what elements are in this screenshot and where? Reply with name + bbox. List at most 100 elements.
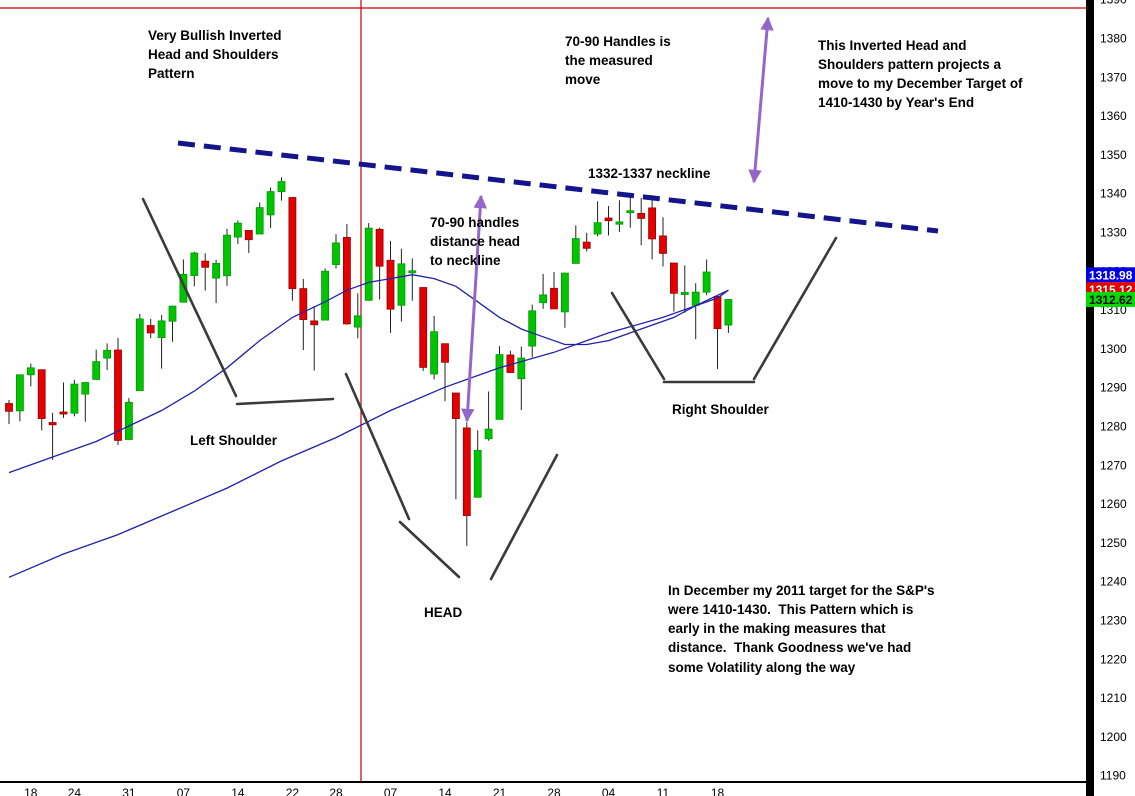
price-tag bbox=[1086, 267, 1135, 283]
annotation-handles-distance: 70-90 handles distance head to neckline bbox=[430, 215, 521, 269]
candle-body bbox=[135, 318, 144, 392]
y-tick-label: 1300 bbox=[1100, 342, 1127, 356]
candle-body bbox=[441, 343, 449, 363]
candle-body bbox=[364, 227, 373, 301]
price-tag-label: 1312.62 bbox=[1089, 293, 1133, 307]
candle-body bbox=[561, 272, 569, 313]
y-tick-label: 1210 bbox=[1100, 691, 1127, 705]
y-tick-label: 1270 bbox=[1100, 458, 1127, 472]
candle-body bbox=[5, 403, 13, 412]
candle-body bbox=[648, 207, 656, 240]
neckline-dashed-line bbox=[177, 140, 939, 234]
x-tick-label: 22 bbox=[286, 786, 300, 796]
annotation-head: HEAD bbox=[424, 605, 463, 620]
y-tick-label: 1280 bbox=[1100, 420, 1127, 434]
y-tick-label: 1340 bbox=[1100, 187, 1127, 201]
candle-body bbox=[550, 287, 558, 310]
x-tick-label: 21 bbox=[493, 786, 507, 796]
candle-body bbox=[146, 325, 155, 334]
candle-body bbox=[670, 262, 678, 294]
candle-body bbox=[462, 427, 471, 516]
x-tick-label: 31 bbox=[122, 786, 136, 796]
candle-body bbox=[582, 241, 591, 249]
candle-body bbox=[190, 252, 199, 276]
head-left-upper-line bbox=[344, 372, 411, 521]
candle-body bbox=[353, 315, 362, 328]
y-tick-label: 1390 bbox=[1100, 0, 1127, 7]
y-tick-label: 1230 bbox=[1100, 614, 1127, 628]
x-tick-label: 18 bbox=[711, 786, 725, 796]
fast-ma-line bbox=[8, 274, 729, 474]
y-tick-label: 1380 bbox=[1100, 32, 1127, 46]
annotation-very-bullish: Very Bullish Inverted Head and Shoulders… bbox=[148, 28, 282, 82]
annotation-projection: This Inverted Head and Shoulders pattern… bbox=[818, 38, 1023, 111]
candle-body bbox=[103, 349, 111, 359]
candle-body bbox=[255, 207, 264, 235]
annotation-measured-move: 70-90 Handles is the measured move bbox=[565, 34, 671, 88]
candle-body bbox=[26, 367, 35, 376]
annotation-right-shoulder: Right Shoulder bbox=[672, 402, 769, 417]
candle-body bbox=[342, 236, 351, 325]
pattern-trendlines bbox=[141, 197, 838, 581]
candle-body bbox=[375, 228, 384, 267]
measured-move-arrow-projection bbox=[748, 16, 774, 184]
candle-body bbox=[659, 235, 667, 254]
candle-body bbox=[92, 361, 101, 380]
axis-labels-layer: 1390138013701360135013401330132013101300… bbox=[24, 0, 1135, 796]
candle-body bbox=[473, 449, 482, 498]
annotation-neckline-label: 1332-1337 neckline bbox=[588, 166, 711, 181]
annotation-december-note: In December my 2011 target for the S&P's… bbox=[668, 583, 935, 675]
slow-ma-line bbox=[8, 289, 729, 578]
candle-body bbox=[386, 259, 395, 310]
x-tick-label: 14 bbox=[231, 786, 245, 796]
x-tick-label: 14 bbox=[438, 786, 452, 796]
candle-body bbox=[157, 320, 166, 338]
candle-body bbox=[59, 411, 68, 415]
candle-body bbox=[484, 428, 493, 440]
candle-body bbox=[233, 222, 242, 238]
y-tick-label: 1190 bbox=[1100, 769, 1126, 783]
y-tick-label: 1250 bbox=[1100, 536, 1127, 550]
candle-body bbox=[451, 392, 460, 420]
candle-body bbox=[593, 222, 602, 235]
candle-body bbox=[713, 295, 722, 329]
candle-body bbox=[528, 310, 537, 347]
candle-body bbox=[539, 294, 547, 304]
candle-body bbox=[604, 217, 613, 222]
candle-body bbox=[571, 238, 580, 264]
x-tick-label: 07 bbox=[177, 786, 191, 796]
y-tick-label: 1330 bbox=[1100, 226, 1127, 240]
measured-move-arrow-head bbox=[461, 194, 487, 423]
candle-body bbox=[332, 242, 340, 265]
right-shoulder-up-line bbox=[752, 236, 838, 381]
candles-layer bbox=[5, 177, 733, 546]
candle-body bbox=[408, 270, 417, 274]
x-tick-label: 18 bbox=[24, 786, 38, 796]
head-right-line bbox=[489, 453, 559, 581]
price-scale-bar[interactable] bbox=[1086, 0, 1094, 796]
candle-body bbox=[168, 305, 177, 322]
candle-body bbox=[626, 210, 635, 214]
candle-body bbox=[680, 292, 689, 295]
candle-body bbox=[201, 260, 210, 268]
candle-body bbox=[321, 270, 330, 321]
candle-body bbox=[179, 273, 188, 303]
candle-body bbox=[517, 357, 526, 380]
candle-body bbox=[37, 369, 46, 420]
candle-body bbox=[495, 354, 504, 420]
candle-body bbox=[310, 320, 319, 326]
candle-body bbox=[125, 401, 133, 440]
candle-body bbox=[70, 383, 79, 414]
candle-body bbox=[212, 262, 221, 279]
x-tick-label: 28 bbox=[547, 786, 561, 796]
left-shoulder-base-line bbox=[235, 397, 335, 406]
y-tick-label: 1290 bbox=[1100, 381, 1127, 395]
price-tag bbox=[1086, 291, 1135, 307]
candle-body bbox=[277, 181, 286, 193]
annotation-left-shoulder: Left Shoulder bbox=[190, 433, 277, 448]
candle-body bbox=[637, 212, 646, 219]
y-tick-label: 1220 bbox=[1100, 652, 1127, 666]
y-tick-label: 1200 bbox=[1100, 730, 1127, 744]
